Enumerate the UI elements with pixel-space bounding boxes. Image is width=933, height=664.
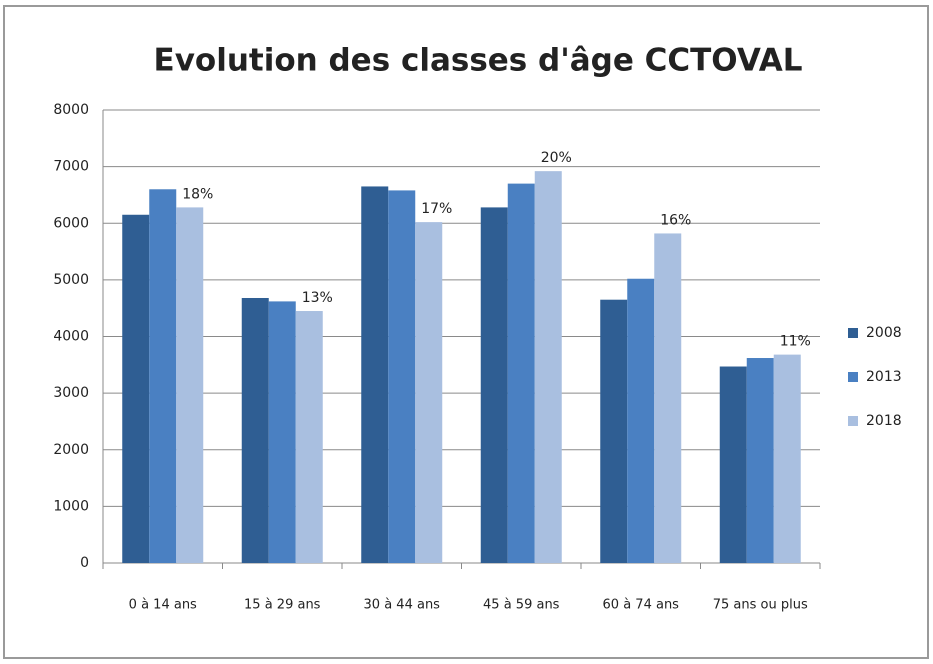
bar — [719, 366, 747, 563]
bar — [268, 301, 296, 563]
bar — [654, 233, 682, 563]
legend-label: 2008 — [866, 325, 902, 341]
chart-title: Evolution des classes d'âge CCTOVAL — [154, 43, 803, 79]
bar — [507, 183, 535, 564]
x-tick-label: 75 ans ou plus — [713, 598, 808, 613]
y-tick-label: 1000 — [53, 498, 89, 514]
bar — [746, 358, 774, 563]
bar — [534, 171, 562, 563]
x-tick-label: 30 à 44 ans — [364, 598, 441, 613]
data-label: 17% — [421, 201, 452, 217]
data-label: 20% — [541, 150, 572, 166]
bar — [600, 299, 628, 563]
legend-label: 2013 — [866, 369, 902, 385]
x-tick-label: 15 à 29 ans — [244, 598, 321, 613]
bar — [295, 311, 323, 563]
data-label: 18% — [182, 186, 213, 202]
legend-label: 2018 — [866, 413, 902, 429]
x-tick-label: 60 à 74 ans — [603, 598, 680, 613]
legend-swatch — [848, 328, 858, 338]
legend-swatch — [848, 372, 858, 382]
bar — [122, 214, 150, 563]
data-label: 13% — [302, 290, 333, 306]
bar — [241, 297, 269, 563]
bar — [388, 190, 416, 563]
bar — [415, 222, 443, 563]
y-tick-label: 0 — [80, 555, 89, 571]
y-tick-label: 5000 — [53, 272, 89, 288]
legend-swatch — [848, 416, 858, 426]
bar — [773, 354, 801, 563]
bar — [361, 186, 389, 563]
y-tick-label: 3000 — [53, 385, 89, 401]
y-tick-label: 4000 — [53, 329, 89, 345]
bar — [149, 189, 177, 563]
bar — [627, 278, 655, 563]
data-label: 11% — [780, 334, 811, 350]
y-tick-label: 6000 — [53, 215, 89, 231]
x-tick-label: 0 à 14 ans — [129, 598, 197, 613]
bar — [480, 207, 508, 563]
x-tick-label: 45 à 59 ans — [483, 598, 560, 613]
y-tick-label: 2000 — [53, 442, 89, 458]
y-tick-label: 7000 — [53, 159, 89, 175]
y-tick-label: 8000 — [53, 102, 89, 118]
bar — [176, 207, 204, 563]
data-label: 16% — [660, 212, 691, 228]
